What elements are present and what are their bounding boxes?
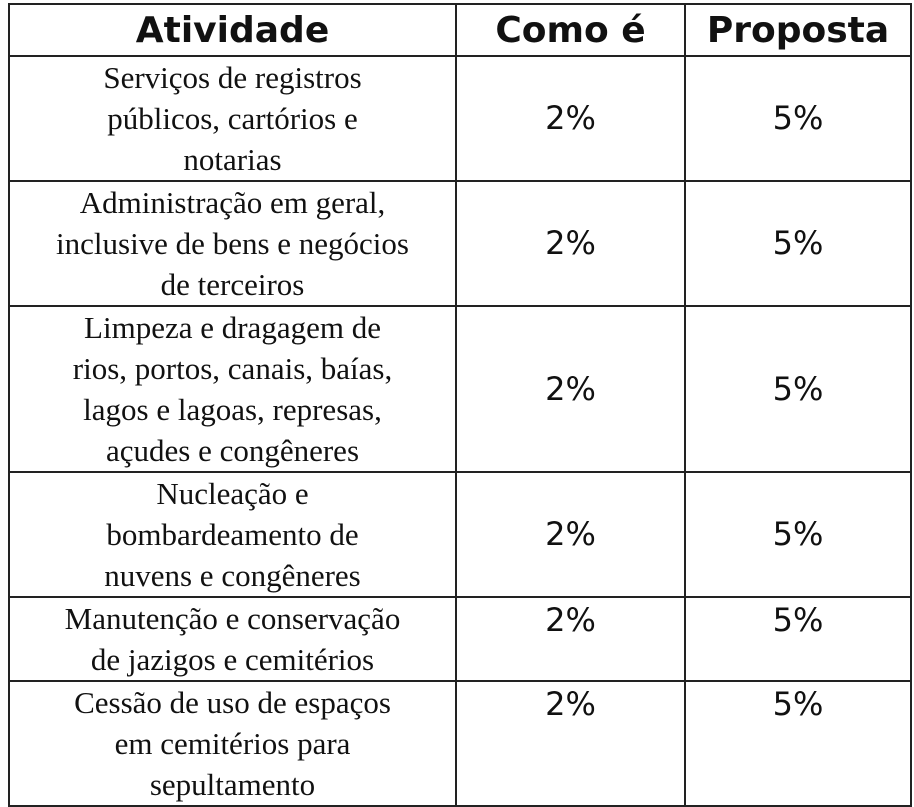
activity-cell: Nucleação e bombardeamento de nuvens e con… <box>8 471 457 598</box>
table-body: Serviços de registros públicos, cartórios… <box>8 55 912 807</box>
proposed-rate-cell: 5% <box>684 55 912 182</box>
proposed-rate-cell: 5% <box>684 680 912 807</box>
activity-cell: Cessão de uso de espaços em cemitérios pa… <box>8 680 457 807</box>
header-row: Atividade Como é Proposta <box>8 3 912 57</box>
proposed-rate-cell: 5% <box>684 305 912 473</box>
activity-line: bombardeamento de <box>106 517 359 552</box>
activity-line: Nucleação e <box>156 476 309 511</box>
activity-line: Administração em geral, <box>79 185 386 220</box>
activity-line: rios, portos, canais, baías, <box>72 351 393 386</box>
activity-cell: Limpeza e dragagem de rios, portos, canai… <box>8 305 457 473</box>
table-row: Manutenção e conservação de jazigos e cem… <box>8 596 912 682</box>
activity-cell: Administração em geral, inclusive de bens… <box>8 180 457 307</box>
activity-line: açudes e congêneres <box>105 433 360 468</box>
activity-cell: Serviços de registros públicos, cartórios… <box>8 55 457 182</box>
activity-cell: Manutenção e conservação de jazigos e cem… <box>8 596 457 682</box>
current-rate-cell: 2% <box>455 471 686 598</box>
activity-line: em cemitérios para <box>114 726 351 761</box>
table-row: Nucleação e bombardeamento de nuvens e con… <box>8 471 912 598</box>
activity-line: de jazigos e cemitérios <box>90 642 375 677</box>
proposed-rate-cell: 5% <box>684 471 912 598</box>
current-rate-cell: 2% <box>455 55 686 182</box>
activity-line: públicos, cartórios e <box>107 101 358 136</box>
activity-line: notarias <box>183 142 282 177</box>
activity-line: Manutenção e conservação <box>64 601 401 636</box>
activity-line: Serviços de registros <box>103 60 362 95</box>
activity-line: lagos e lagoas, represas, <box>83 392 382 427</box>
table-row: Administração em geral, inclusive de bens… <box>8 180 912 307</box>
header-cell: Como é <box>455 3 686 57</box>
current-rate-cell: 2% <box>455 596 686 682</box>
activity-line: sepultamento <box>149 767 316 802</box>
table-row: Serviços de registros públicos, cartórios… <box>8 55 912 182</box>
activity-line: Cessão de uso de espaços <box>74 685 391 720</box>
table-header: Atividade Como é Proposta <box>8 3 912 57</box>
current-rate-cell: 2% <box>455 305 686 473</box>
header-cell: Proposta <box>684 3 912 57</box>
current-rate-cell: 2% <box>455 680 686 807</box>
activity-line: de terceiros <box>160 267 305 302</box>
activity-line: Limpeza e dragagem de <box>84 310 381 345</box>
activity-line: inclusive de bens e negócios <box>56 226 409 261</box>
header-cell: Atividade <box>8 3 457 57</box>
proposed-rate-cell: 5% <box>684 180 912 307</box>
table-row: Limpeza e dragagem de rios, portos, canai… <box>8 305 912 473</box>
table-row: Cessão de uso de espaços em cemitérios pa… <box>8 680 912 807</box>
activity-line: nuvens e congêneres <box>104 558 361 593</box>
proposed-rate-cell: 5% <box>684 596 912 682</box>
current-rate-cell: 2% <box>455 180 686 307</box>
data-table: Atividade Como é Proposta Serviços de re… <box>8 3 912 807</box>
